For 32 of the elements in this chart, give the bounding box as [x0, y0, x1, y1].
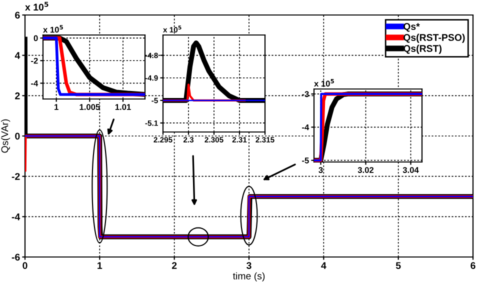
y-axis-title: Qs(VAr)	[1, 119, 10, 153]
y-tick-label: -2	[12, 173, 20, 180]
x-axis-title: time (s)	[232, 272, 265, 282]
y-tick-label: 0	[34, 35, 38, 42]
x-tick-label: 1	[98, 262, 102, 269]
annotation: x 10$^{5}$	[43, 25, 63, 33]
x-tick-label: 3	[318, 167, 323, 173]
x-tick-label: 3.04	[402, 167, 419, 173]
x-tick-label: 6	[470, 262, 476, 269]
y-tick-label: 4	[14, 52, 20, 59]
x-tick-label: 5	[396, 262, 401, 269]
x-tick-label: 2	[172, 262, 177, 269]
y-tick-label: -4	[302, 124, 310, 130]
y-tick-label: 2	[15, 92, 20, 100]
y-tick-label: -6	[12, 254, 20, 261]
legend-label: Qs*	[404, 23, 420, 32]
legend-label: Qs(RST-PSO)	[404, 34, 465, 43]
y-tick-label: -4	[31, 80, 38, 86]
x-tick-label: 1	[54, 104, 58, 110]
legend-label: Qs(RST)	[404, 44, 442, 54]
x-tick-label: 4	[321, 262, 326, 269]
x-tick-label: 3	[246, 262, 252, 270]
annotation: x 10$^{5}$	[314, 79, 334, 87]
text: x 10$^{5}$	[25, 2, 48, 11]
y-tick-label: 6	[15, 12, 20, 19]
x-tick-label: 1.01	[115, 104, 131, 110]
x-tick-label: 0	[22, 262, 28, 269]
y-tick-label: -4	[12, 214, 20, 220]
x-tick-label: 3.02	[358, 167, 374, 173]
y-tick-label: -5	[302, 158, 309, 164]
y-tick-label: -2	[31, 58, 38, 64]
x-tick-label: 1.005	[80, 104, 100, 110]
